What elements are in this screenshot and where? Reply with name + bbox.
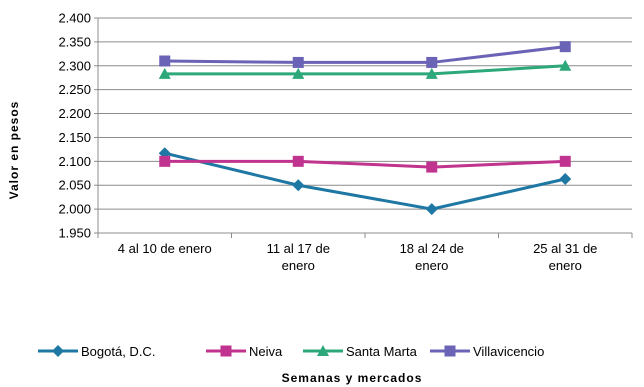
legend-marker	[220, 345, 232, 357]
legend-label: Villavicencio	[473, 344, 544, 359]
data-point	[292, 67, 305, 79]
data-point	[292, 56, 304, 68]
y-tick-label: 2.150	[58, 130, 91, 145]
data-point	[159, 55, 171, 67]
series-line	[164, 45, 566, 64]
data-point	[559, 41, 571, 53]
data-point	[426, 161, 438, 173]
data-point	[158, 67, 171, 79]
series-line	[164, 159, 566, 169]
y-axis-ticks: 1.950 2.000 2.050 2.100 2.150 2.200 2.250 2.300…	[58, 11, 98, 241]
legend-item: Santa Marta	[303, 344, 418, 359]
y-tick-label: 2.050	[58, 178, 91, 193]
legend-item: Villavicencio	[430, 344, 544, 359]
legend-item: Neiva	[206, 344, 283, 359]
y-tick-label: 2.350	[58, 34, 91, 49]
y-tick-label: 2.100	[58, 154, 91, 169]
series-line	[164, 64, 566, 76]
series-neiva	[159, 155, 571, 173]
data-point	[559, 173, 572, 186]
series-bogot-d-c	[158, 147, 572, 216]
series-santa-marta	[158, 59, 572, 79]
data-point	[425, 203, 438, 216]
data-point	[159, 155, 171, 167]
series-villavicencio	[159, 41, 571, 68]
legend-label: Santa Marta	[346, 344, 418, 359]
data-point	[559, 155, 571, 167]
y-axis-label: Valor en pesos	[7, 101, 21, 200]
y-tick-label: 2.400	[58, 11, 91, 26]
data-point	[426, 56, 438, 68]
y-tick-label: 2.300	[58, 58, 91, 73]
x-axis-ticks: 4 al 10 de enero 11 al 17 de enero 18 al 24…	[97, 233, 633, 273]
legend-marker	[52, 345, 64, 357]
x-tick-label: 4 al 10 de enero	[118, 241, 212, 256]
data-point	[559, 59, 572, 71]
legend-label: Bogotá, D.C.	[81, 344, 155, 359]
x-tick-label: 25 al 31 de enero	[533, 241, 597, 273]
x-tick-label: 11 al 17 de enero	[267, 241, 330, 273]
y-tick-label: 2.200	[58, 106, 91, 121]
gridlines	[97, 17, 632, 234]
data-point	[425, 67, 438, 79]
data-point	[292, 179, 305, 192]
x-tick-label: 18 al 24 de enero	[400, 241, 464, 273]
legend-item: Bogotá, D.C.	[38, 344, 155, 359]
y-tick-label: 2.000	[58, 202, 91, 217]
data-point	[292, 155, 304, 167]
legend-label: Neiva	[249, 344, 283, 359]
series-group	[158, 41, 572, 216]
legend-marker	[317, 345, 329, 356]
series-line	[164, 151, 566, 211]
x-axis-label: Semanas y mercados	[282, 371, 423, 385]
legend: Bogotá, D.C. Neiva Santa Marta Villavicenci…	[38, 344, 544, 359]
legend-marker	[444, 345, 456, 357]
y-tick-label: 2.250	[58, 82, 91, 97]
y-tick-label: 1.950	[58, 226, 91, 241]
